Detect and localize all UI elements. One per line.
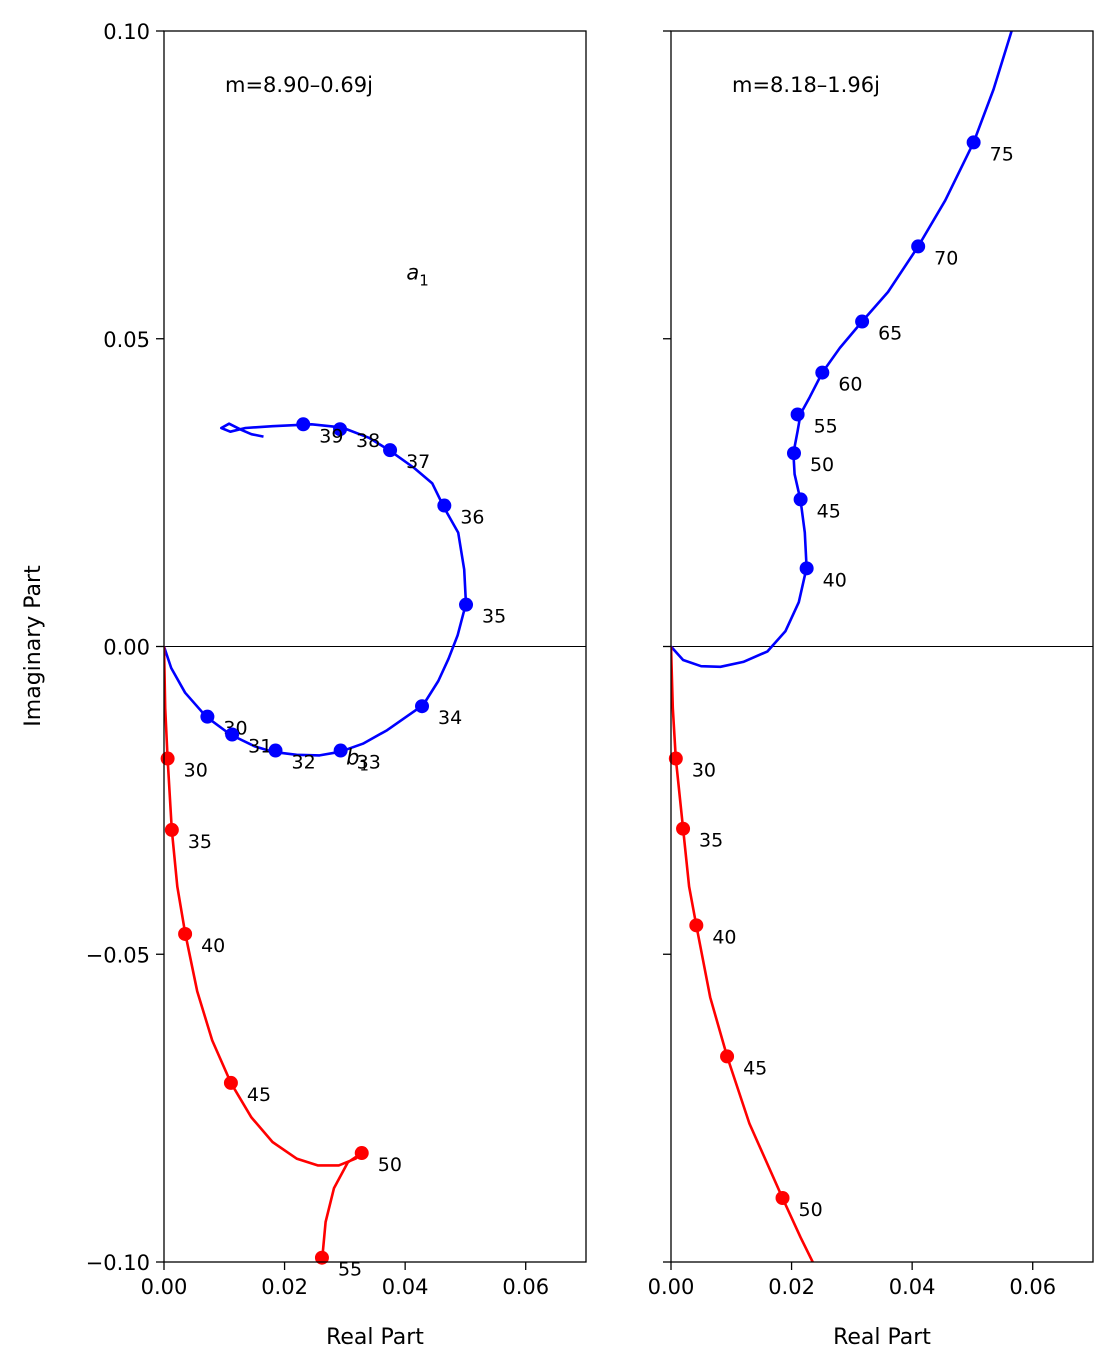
right-red-label-45: 45 — [743, 1057, 767, 1079]
right-red-point-45 — [720, 1049, 735, 1064]
left-ytick-label: −0.05 — [86, 943, 150, 967]
left-blue-label-36: 36 — [460, 507, 484, 529]
left-blue-point-33 — [333, 743, 348, 758]
right-annotation: m=8.18–1.96j — [732, 73, 880, 97]
left-blue-label-37: 37 — [406, 451, 430, 473]
left-red-label-55: 55 — [338, 1259, 362, 1281]
left-red-label-45: 45 — [247, 1084, 271, 1106]
right-xtick-label: 0.02 — [768, 1275, 815, 1299]
right-blue-label-55: 55 — [814, 415, 838, 437]
left-red-point-45 — [223, 1075, 238, 1090]
right-blue-label-65: 65 — [878, 323, 902, 345]
left-xlabel: Real Part — [326, 1325, 424, 1350]
left-red-point-55 — [314, 1250, 329, 1265]
left-blue-label-33: 33 — [357, 752, 381, 774]
left-red-label-30: 30 — [184, 760, 208, 782]
ylabel: Imaginary Part — [21, 565, 46, 727]
right-red-curve — [671, 646, 814, 1262]
right-blue-label-60: 60 — [838, 374, 862, 396]
left-red-point-30 — [160, 751, 175, 766]
left-blue-label-31: 31 — [248, 736, 272, 758]
right-blue-label-45: 45 — [817, 500, 841, 522]
left-blue-point-30 — [200, 709, 215, 724]
right-blue-point-65 — [855, 314, 870, 329]
left-blue-label-39: 39 — [319, 425, 343, 447]
left-red-label-40: 40 — [201, 935, 225, 957]
right-red-label-50: 50 — [799, 1199, 823, 1221]
left-red-point-35 — [164, 822, 179, 837]
left-red-point-50 — [354, 1146, 369, 1161]
left-xtick-label: 0.02 — [261, 1275, 308, 1299]
left-red-label-35: 35 — [188, 831, 212, 853]
left-blue-label-35: 35 — [482, 606, 506, 628]
left-annotation: m=8.90–0.69j — [225, 73, 373, 97]
right-red-label-40: 40 — [712, 926, 736, 948]
left-blue-point-32 — [268, 743, 283, 758]
right-blue-label-40: 40 — [823, 569, 847, 591]
left-blue-label-38: 38 — [356, 430, 380, 452]
left-blue-point-31 — [225, 727, 240, 742]
right-xtick-label: 0.00 — [648, 1275, 695, 1299]
right-blue-point-75 — [966, 135, 981, 150]
right-xlabel: Real Part — [833, 1325, 931, 1350]
right-blue-point-50 — [786, 446, 801, 461]
left-blue-point-39 — [296, 417, 311, 432]
left-ytick-label: 0.05 — [103, 328, 150, 352]
right-blue-point-60 — [815, 365, 830, 380]
right-blue-point-70 — [911, 239, 926, 254]
left-red-label-50: 50 — [378, 1154, 402, 1176]
right-blue-point-40 — [799, 561, 814, 576]
left-red-curve — [164, 646, 364, 1262]
left-ytick-label: −0.10 — [86, 1251, 150, 1275]
left-ytick-label: 0.10 — [103, 20, 150, 44]
left-blue-label-34: 34 — [438, 707, 462, 729]
right-red-point-35 — [676, 821, 691, 836]
left-blue-point-34 — [415, 699, 430, 714]
right-blue-label-75: 75 — [990, 143, 1014, 165]
right-red-label-30: 30 — [692, 760, 716, 782]
right-blue-point-45 — [793, 492, 808, 507]
left-xtick-label: 0.00 — [141, 1275, 188, 1299]
right-red-point-50 — [775, 1190, 790, 1205]
left-plot-area: 30313233343536373839303540455055a1b10.00… — [86, 20, 587, 1299]
right-blue-point-55 — [790, 407, 805, 422]
left-blue-label-32: 32 — [292, 752, 316, 774]
right-xtick-label: 0.06 — [1009, 1275, 1056, 1299]
right-red-point-30 — [668, 751, 683, 766]
right-red-point-40 — [689, 918, 704, 933]
right-red-label-35: 35 — [699, 830, 723, 852]
left-blue-point-38 — [333, 422, 348, 437]
left-xtick-label: 0.06 — [502, 1275, 549, 1299]
left-blue-point-36 — [437, 498, 452, 513]
left-blue-point-37 — [383, 443, 398, 458]
right-blue-label-70: 70 — [934, 247, 958, 269]
left-red-point-40 — [178, 926, 193, 941]
right-xtick-label: 0.04 — [889, 1275, 936, 1299]
panel-left: 30313233343536373839303540455055a1b10.00… — [21, 20, 587, 1350]
left-xtick-label: 0.04 — [382, 1275, 429, 1299]
right-blue-label-50: 50 — [810, 454, 834, 476]
left-ytick-label: 0.00 — [103, 636, 150, 660]
left-blue-point-35 — [459, 597, 474, 612]
